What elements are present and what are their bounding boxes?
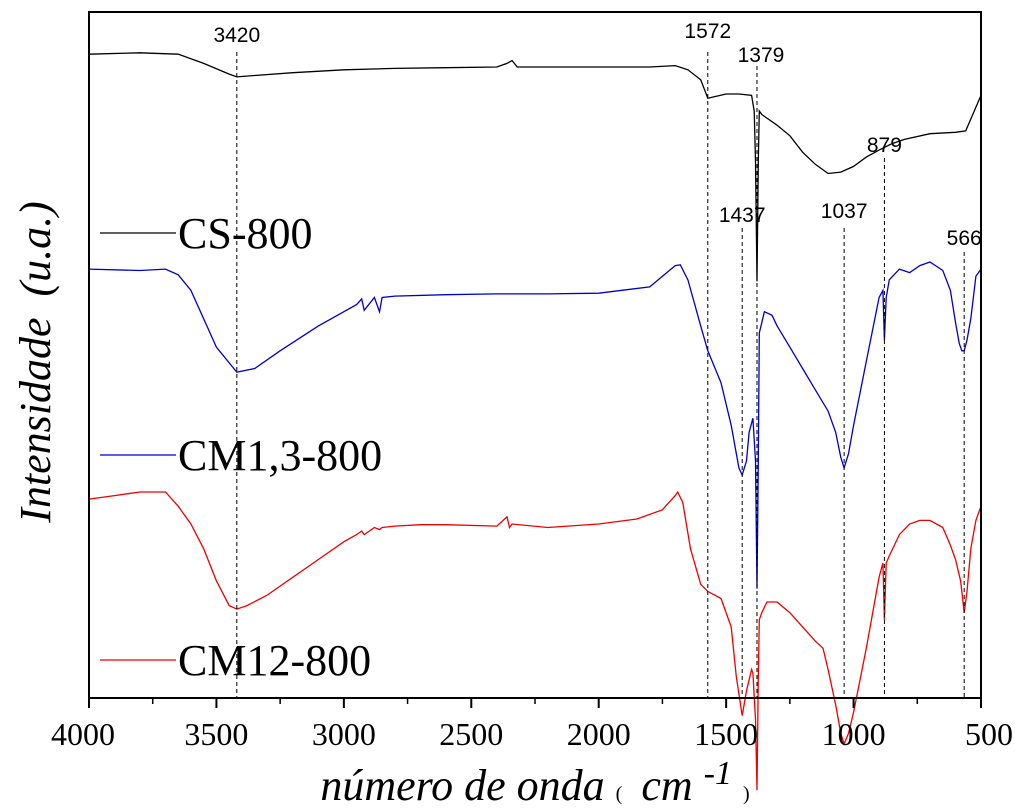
peak-label-879: 879 xyxy=(867,134,902,157)
x-tick-label-500: 500 xyxy=(965,716,1013,752)
peak-label-1572: 1572 xyxy=(684,20,731,43)
legend: CS-800 CM1,3-800 CM12-800 xyxy=(100,209,382,685)
legend-label-1: CS-800 xyxy=(178,209,312,258)
y-axis-title: Intensidade (u.a.) xyxy=(11,201,60,524)
x-tick-label-3500: 3500 xyxy=(184,716,248,752)
y-axis-title-main: Intensidade xyxy=(11,318,60,524)
x-axis-title: número de onda ( cm -1 ) xyxy=(320,745,749,809)
x-axis-title-main: número de onda xyxy=(320,761,604,809)
x-tick-label-1000: 1000 xyxy=(822,716,886,752)
peak-label-1437: 1437 xyxy=(719,204,766,227)
x-tick-label-2000: 2000 xyxy=(567,716,631,752)
x-tick-label-3000: 3000 xyxy=(312,716,376,752)
series-line-2 xyxy=(88,261,982,589)
x-ticks: 4000 3500 3000 2500 2000 1500 1000 500 xyxy=(51,698,1013,752)
series-line-1 xyxy=(88,52,982,282)
peak-label-566: 566 xyxy=(947,227,982,250)
peak-markers: 3420 1572 1437 1379 1037 879 566 xyxy=(213,20,982,698)
x-tick-label-4000: 4000 xyxy=(51,716,115,752)
x-axis-paren-open: ( xyxy=(616,783,623,805)
plot-lines xyxy=(88,52,982,791)
peak-label-1037: 1037 xyxy=(821,200,868,223)
x-axis-paren-close: ) xyxy=(743,783,750,805)
x-axis-unit: cm xyxy=(641,761,692,809)
peak-label-1379: 1379 xyxy=(738,44,785,67)
series-line-3 xyxy=(88,490,982,791)
x-tick-label-2500: 2500 xyxy=(439,716,503,752)
y-axis-title-unit: (u.a.) xyxy=(11,201,60,296)
peak-label-3420: 3420 xyxy=(213,24,260,47)
x-tick-label-1500: 1500 xyxy=(694,716,758,752)
legend-label-2: CM1,3-800 xyxy=(178,431,382,480)
legend-label-3: CM12-800 xyxy=(178,636,371,685)
x-axis-unit-sup: -1 xyxy=(704,755,732,792)
